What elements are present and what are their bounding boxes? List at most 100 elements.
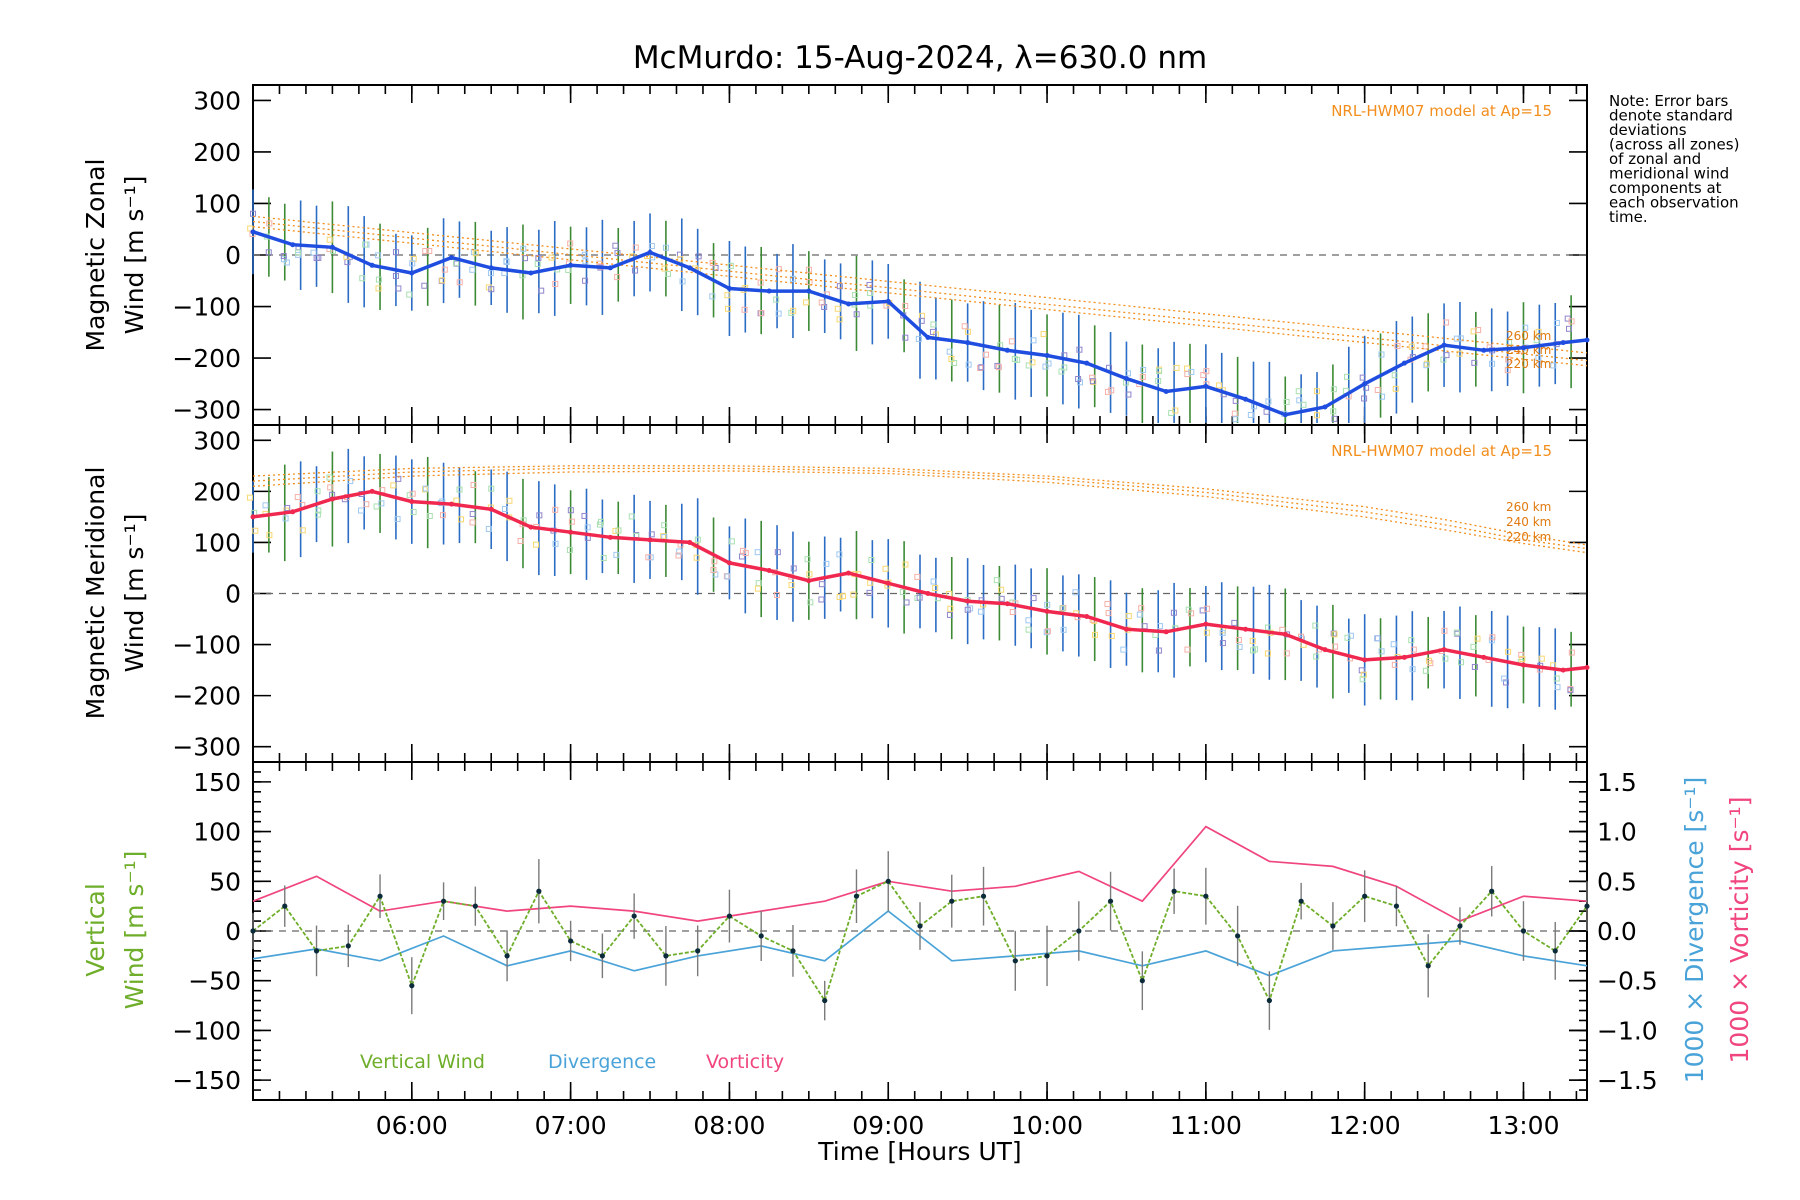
zone-sample xyxy=(1295,388,1302,395)
zone-sample xyxy=(1457,335,1464,342)
zone-sample xyxy=(1089,374,1096,381)
zone-sample xyxy=(1184,365,1191,372)
zone-sample xyxy=(1331,415,1338,422)
zone-sample xyxy=(661,522,668,529)
zone-sample xyxy=(645,554,652,561)
zone-sample xyxy=(774,591,781,598)
vertical-wind-point xyxy=(282,903,288,909)
zone-sample xyxy=(392,249,399,256)
zone-sample xyxy=(712,571,719,578)
y2-tick-label: 0.5 xyxy=(1597,867,1637,896)
zone-sample xyxy=(775,266,782,273)
model-label: NRL-HWM07 model at Ap=15 xyxy=(1331,102,1552,120)
vertical-wind-point xyxy=(695,948,701,954)
zone-sample xyxy=(1025,626,1032,633)
meridional-wind-point xyxy=(1481,654,1487,660)
zone-sample xyxy=(538,287,545,294)
zone-sample xyxy=(916,594,923,601)
zone-sample xyxy=(995,364,1002,371)
zone-sample xyxy=(788,582,795,589)
zone-sample xyxy=(1108,387,1115,394)
zone-sample xyxy=(246,494,253,501)
zone-sample xyxy=(1232,397,1239,404)
meridional-wind-point xyxy=(1362,657,1368,663)
zonal-wind-point xyxy=(449,255,455,261)
zone-sample xyxy=(375,285,382,292)
meridional-wind-point xyxy=(290,509,296,515)
y-tick-label: 150 xyxy=(193,768,241,797)
meridional-wind-point xyxy=(528,524,534,530)
zone-sample xyxy=(1076,346,1083,353)
zone-sample xyxy=(347,478,354,485)
zone-sample xyxy=(790,565,797,572)
y2label-divergence: 1000 × Divergence [s⁻¹] xyxy=(1680,777,1709,1084)
zone-sample xyxy=(1475,327,1482,334)
zone-sample xyxy=(612,527,619,534)
zone-sample xyxy=(882,565,889,572)
zone-sample xyxy=(441,266,448,273)
zone-sample xyxy=(485,525,492,532)
zone-sample xyxy=(1188,368,1195,375)
zone-sample xyxy=(918,317,925,324)
x-tick-label: 08:00 xyxy=(693,1111,765,1140)
zone-sample xyxy=(1030,595,1037,602)
zone-sample xyxy=(964,606,971,613)
zone-sample xyxy=(1554,684,1561,691)
vertical-wind-point xyxy=(1520,928,1527,934)
y-tick-label: 0 xyxy=(225,580,241,609)
meridional-wind-point xyxy=(1203,621,1209,627)
zone-sample xyxy=(1200,372,1207,379)
ylabel-meridional: Magnetic Meridional Wind [m s⁻¹] xyxy=(81,467,149,720)
x-tick-label: 13:00 xyxy=(1487,1111,1559,1140)
zone-sample xyxy=(932,584,939,591)
vertical-wind-point xyxy=(1330,923,1336,929)
zone-sample xyxy=(373,503,380,510)
zone-sample xyxy=(693,554,700,561)
zone-sample xyxy=(410,255,417,262)
zone-sample xyxy=(548,254,555,261)
meridional-wind-point xyxy=(1243,626,1249,632)
zone-sample xyxy=(1423,360,1430,367)
meridional-wind-point xyxy=(766,568,772,574)
zone-sample xyxy=(807,599,814,606)
vertical-wind-point xyxy=(980,893,987,899)
zonal-wind-point xyxy=(1282,412,1288,418)
zone-sample xyxy=(358,507,365,514)
zone-sample xyxy=(1378,351,1385,358)
zone-sample xyxy=(709,259,716,266)
legend-vertical-wind: Vertical Wind xyxy=(360,1051,485,1073)
zone-sample xyxy=(1330,408,1337,415)
zone-sample xyxy=(1104,601,1111,608)
zone-sample xyxy=(804,556,811,563)
zone-sample xyxy=(1506,339,1513,346)
zone-sample xyxy=(315,507,322,514)
zone-sample xyxy=(326,474,333,481)
svg-text:Vertical: Vertical xyxy=(81,883,110,977)
zone-sample xyxy=(1408,343,1415,350)
zone-sample xyxy=(567,507,574,514)
zone-sample xyxy=(1025,362,1032,369)
zone-sample xyxy=(1391,372,1398,379)
zone-sample xyxy=(1394,342,1401,349)
zone-sample xyxy=(946,611,953,618)
ylabel-vertical: Vertical Wind [m s⁻¹] xyxy=(81,851,149,1010)
zone-sample xyxy=(1265,624,1272,631)
zonal-wind-point xyxy=(687,265,693,271)
zone-sample xyxy=(615,527,622,534)
zone-sample xyxy=(582,277,589,284)
zone-sample xyxy=(535,254,542,261)
zone-sample xyxy=(805,266,812,273)
zone-sample xyxy=(914,573,921,580)
zone-sample xyxy=(1503,679,1510,686)
altitude-label: 260 km xyxy=(1506,500,1551,514)
x-tick-label: 06:00 xyxy=(376,1111,448,1140)
meridional-wind-point xyxy=(1044,608,1050,614)
zone-sample xyxy=(664,270,671,277)
vertical-wind-point xyxy=(377,893,383,899)
zone-sample xyxy=(853,311,860,318)
zone-sample xyxy=(252,527,259,534)
zone-sample xyxy=(1072,589,1079,596)
meridional-wind-point xyxy=(1584,665,1590,671)
zone-sample xyxy=(929,328,936,335)
meridional-wind-point xyxy=(1163,629,1169,635)
